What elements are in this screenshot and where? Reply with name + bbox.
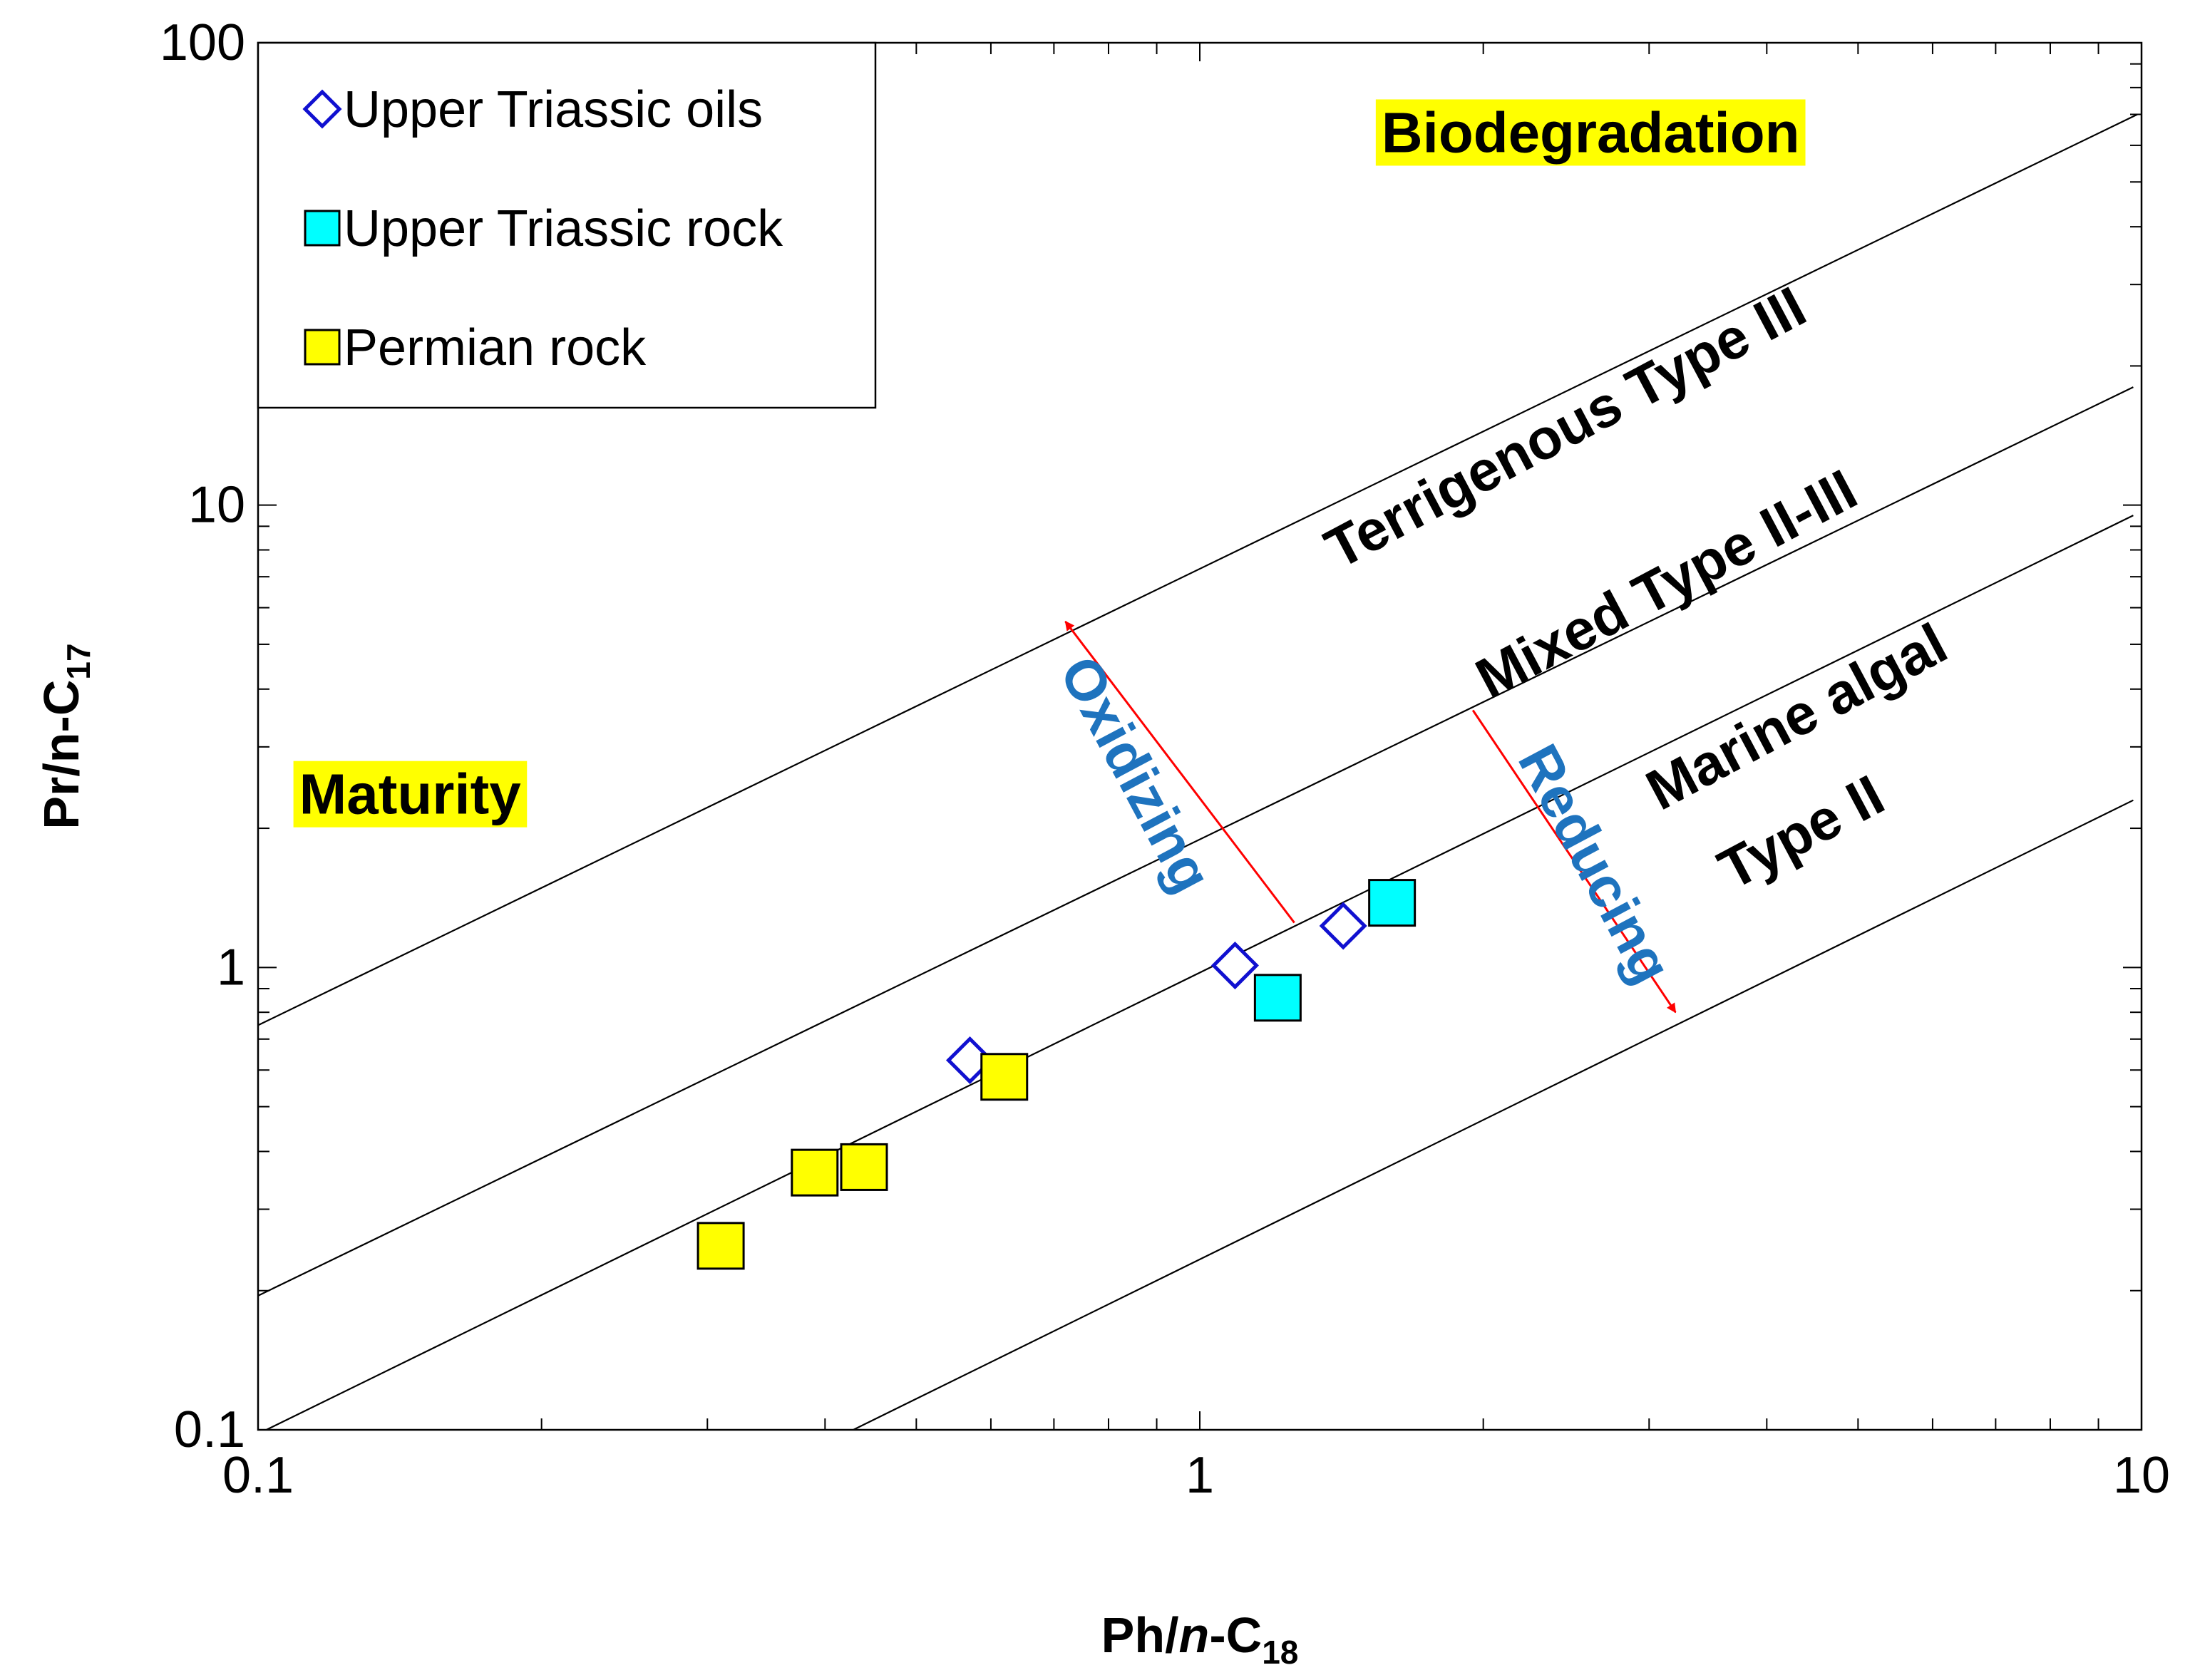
y-axis-title-sub: 17 [60, 643, 97, 679]
legend-entry: Permian rock [304, 319, 647, 376]
y-tick-label: 10 [188, 477, 245, 534]
x-tick-label: 0.1 [222, 1447, 294, 1504]
highlight-background [293, 761, 528, 828]
x-axis-title-sub: 18 [1262, 1634, 1298, 1671]
reference-line-2 [258, 386, 2134, 1297]
x-tick-label: 10 [2113, 1447, 2170, 1504]
legend-label: Upper Triassic oils [344, 81, 763, 138]
arrow-reducing [1471, 709, 1677, 1014]
y-tick-label: 0.1 [174, 1401, 245, 1458]
legend-marker-square [304, 329, 341, 366]
legend-marker-square [304, 210, 341, 247]
arrow-label-oxidizing: Oxidizing [1048, 646, 1225, 902]
highlight-biodegradation: Biodegradation [1375, 99, 1806, 166]
legend: Upper Triassic oils Upper Triassic rock Pe… [257, 41, 877, 409]
highlight-background [1375, 99, 1806, 166]
data-points [696, 879, 1417, 1270]
y-axis-title-main: Pr/n-C [34, 680, 89, 830]
legend-label: Permian rock [344, 319, 647, 376]
highlight-label: Maturity [299, 763, 522, 826]
arrow-oxidizing [1064, 620, 1295, 924]
highlight-maturity: Maturity [293, 761, 528, 828]
reference-line-3 [264, 515, 2134, 1430]
highlight-label: Biodegradation [1382, 101, 1800, 164]
legend-entry: Upper Triassic rock [304, 200, 783, 257]
region-label: Marine algal [1636, 612, 1957, 823]
axes: 0.1 1 10 0.1 1 10 100 Ph/n-C18 Pr/n-C17 [34, 14, 2170, 1671]
point-upper-triassic-oil [1210, 941, 1259, 990]
legend-box [257, 41, 877, 409]
x-axis-title: Ph/n-C18 [1101, 1607, 1299, 1671]
x-axis-title-tail: -C [1209, 1607, 1262, 1663]
legend-label: Upper Triassic rock [344, 200, 783, 257]
point-upper-triassic-rock [1253, 974, 1302, 1022]
point-permian-rock [696, 1222, 745, 1270]
legend-marker-diamond [302, 89, 342, 129]
y-axis-title: Pr/n-C17 [34, 643, 97, 829]
point-permian-rock [840, 1143, 888, 1191]
arrows: Oxidizing Reducing [1048, 620, 1684, 1014]
reference-line-1 [258, 113, 2138, 1026]
reference-lines [258, 113, 2138, 1430]
region-label: Mixed Type II-III [1466, 457, 1866, 710]
reference-line-4 [851, 799, 2134, 1430]
point-permian-rock [980, 1053, 1029, 1101]
y-tick-label: 1 [217, 939, 245, 996]
point-upper-triassic-rock [1368, 879, 1417, 927]
x-axis-title-italic: n [1179, 1607, 1210, 1663]
point-upper-triassic-oil [1319, 902, 1367, 950]
x-tick-label: 1 [1186, 1447, 1214, 1504]
y-tick-label: 100 [160, 14, 245, 71]
point-permian-rock [791, 1148, 839, 1197]
x-axis-title-main: Ph/ [1101, 1607, 1179, 1663]
legend-entry: Upper Triassic oils [302, 81, 763, 138]
